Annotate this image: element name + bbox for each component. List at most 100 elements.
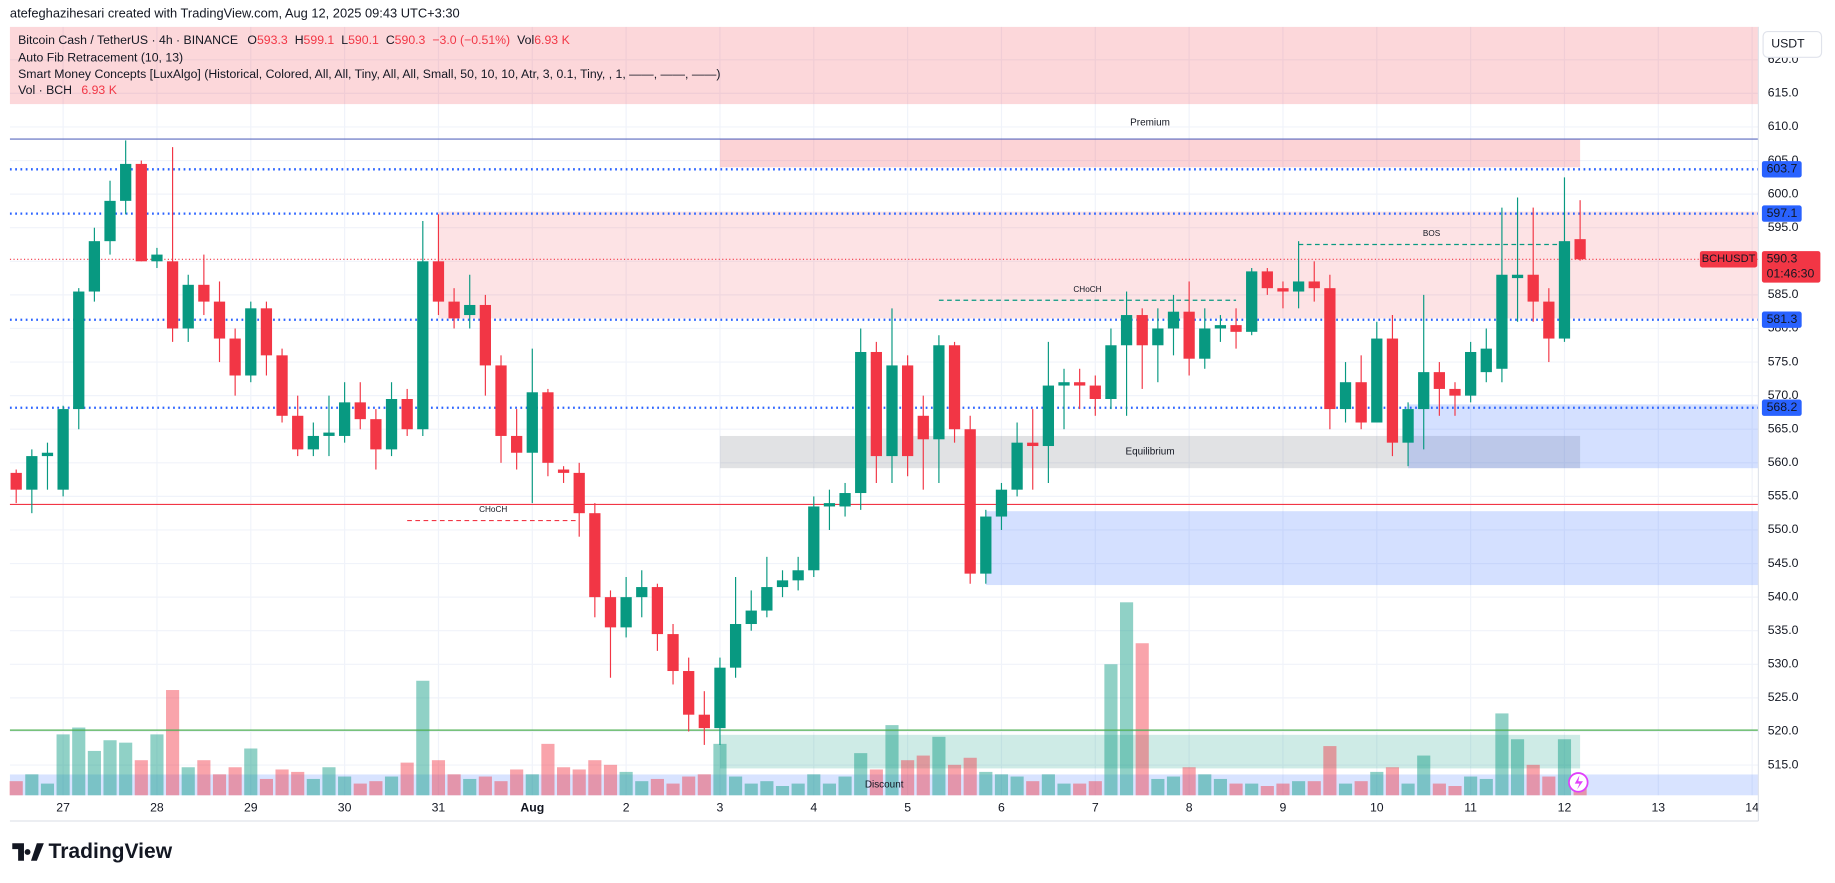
vol-value: 6.93 — [534, 33, 558, 47]
volume-bar — [275, 769, 289, 796]
y-tick-label: 525.0 — [1768, 690, 1799, 704]
brand-name: TradingView — [49, 840, 173, 863]
price-axis: 515.0 520.0 525.0 530.0 535.0 540.0 545.0 550.0… — [1699, 52, 1821, 771]
candle-body — [1089, 385, 1101, 400]
volume-bar — [1135, 643, 1149, 796]
volume-bar — [1057, 783, 1071, 796]
indicator: Auto Fib Retracement (10, 13) — [18, 51, 183, 65]
candle-body — [870, 351, 882, 457]
volume-bar — [1182, 767, 1196, 796]
candle-body — [1261, 271, 1273, 289]
volume-bar — [666, 783, 680, 796]
volume-bar — [103, 740, 117, 796]
candle-body — [1027, 442, 1039, 447]
level-label: 603.7 — [1767, 162, 1798, 176]
candle-body — [1465, 351, 1477, 396]
y-tick-label: 570.0 — [1768, 388, 1799, 402]
volume-bar — [932, 736, 946, 796]
volume-bar — [494, 781, 508, 796]
level-label: 581.3 — [1767, 312, 1798, 326]
candle-body — [1183, 311, 1195, 359]
volume-bar — [478, 776, 492, 796]
candle-body — [855, 351, 867, 494]
volume-bar — [228, 767, 242, 796]
candle-body — [338, 402, 351, 436]
zone — [1408, 404, 1759, 469]
x-tick-label: 10 — [1370, 800, 1384, 814]
open-value: 593.3 — [257, 33, 288, 47]
candle-body — [729, 624, 742, 668]
countdown: 01:46:30 — [1767, 267, 1815, 281]
x-tick-label: 9 — [1280, 800, 1287, 814]
volume-bar — [1307, 781, 1321, 796]
candle-body — [589, 513, 601, 598]
symbol-tag-label: BCHUSDT — [1702, 253, 1756, 265]
candle-body — [1042, 385, 1055, 447]
volume-bar — [244, 748, 258, 796]
candle-body — [761, 587, 773, 611]
zone — [719, 734, 1581, 769]
candle-body — [182, 284, 194, 329]
y-tick-label: 615.0 — [1768, 86, 1799, 100]
candle-body — [1480, 348, 1492, 373]
y-tick-label: 585.0 — [1768, 287, 1799, 301]
candle-body — [557, 469, 570, 473]
structure-label: CHoCH — [1073, 285, 1101, 294]
candle-body — [417, 261, 429, 430]
volume-bar — [431, 760, 446, 796]
candle-body — [1011, 442, 1023, 490]
candle-body — [933, 345, 945, 440]
volume-bar — [369, 781, 383, 796]
y-tick-label: 610.0 — [1768, 119, 1799, 133]
volume-bar — [1245, 783, 1259, 796]
candle-body — [1339, 382, 1352, 410]
level-label: 597.1 — [1767, 206, 1798, 220]
volume-legend: Vol · BCH 6.93 K — [18, 83, 118, 97]
x-tick-label: 11 — [1464, 800, 1477, 814]
last-price-label: 590.3 — [1767, 252, 1798, 266]
alert-bolt — [1574, 775, 1583, 790]
x-tick-label: 31 — [432, 800, 446, 814]
candle-body — [151, 254, 163, 262]
volume-bar — [150, 734, 164, 796]
volume-bar — [1370, 771, 1384, 796]
volume-bar — [134, 760, 148, 796]
volume-bar — [259, 778, 273, 796]
candle-body — [1292, 281, 1305, 292]
volume-bar — [838, 776, 852, 796]
level-tag — [1761, 311, 1802, 328]
candle-body — [1355, 382, 1367, 423]
volume-bar — [1495, 713, 1509, 796]
volume-bar — [1026, 781, 1040, 796]
volume-bar — [1479, 778, 1493, 796]
candle-body — [1324, 288, 1336, 410]
candle-body — [1308, 281, 1320, 289]
volume-bar — [1464, 776, 1478, 796]
vol-value: 6.93 — [81, 83, 105, 97]
candle-body — [213, 301, 226, 339]
candle-body — [1558, 241, 1571, 339]
volume-bar — [1260, 786, 1274, 796]
level-tag — [1761, 205, 1802, 222]
level-tag — [1761, 161, 1802, 178]
volume-bar — [791, 783, 805, 796]
candle-body — [1136, 315, 1148, 346]
candle-body — [1371, 338, 1383, 423]
volume-bar — [181, 767, 195, 796]
volume-bar — [1385, 767, 1400, 796]
volume-bar — [447, 774, 461, 796]
candle-body — [980, 516, 992, 574]
candle-body — [745, 610, 757, 625]
candle-body — [1058, 382, 1070, 386]
vol-unit: K — [109, 83, 118, 97]
currency-button[interactable] — [1762, 30, 1823, 58]
volume-bar — [713, 743, 727, 796]
candle-body — [714, 667, 726, 729]
indicator: Smart Money Concepts [LuxAlgo] (Historic… — [18, 67, 720, 81]
symbol: Bitcoin Cash / TetherUS · 4h · BINANCE — [18, 33, 238, 47]
candle-body — [432, 261, 445, 302]
volume-bar — [463, 778, 477, 796]
candle-body — [792, 570, 804, 581]
y-tick-label: 600.0 — [1768, 186, 1799, 200]
